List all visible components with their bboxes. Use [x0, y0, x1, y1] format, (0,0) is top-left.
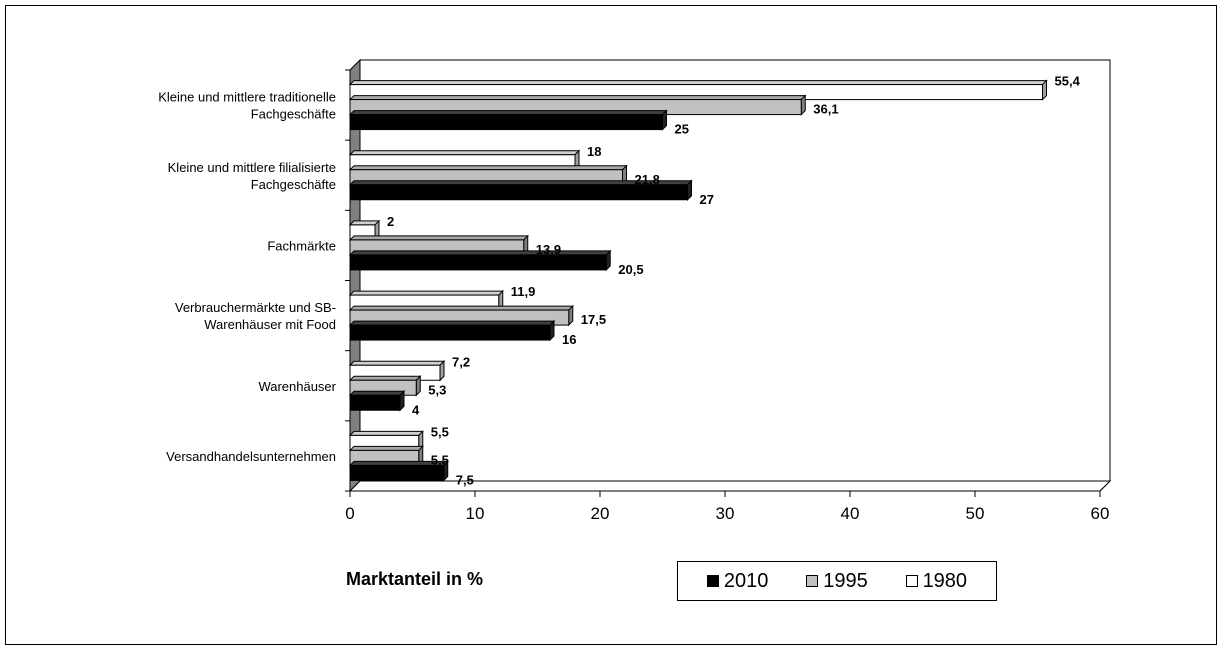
x-tick-label: 50 [966, 504, 985, 523]
bar-top-face [348, 220, 381, 226]
legend-swatch [806, 575, 819, 587]
x-tick-label: 10 [466, 504, 485, 523]
category-label: Verbrauchermärkte und SB- [175, 300, 336, 315]
bar-top-face [348, 320, 556, 326]
x-tick-label: 20 [591, 504, 610, 523]
bar-end-face [568, 304, 574, 327]
plot-walls [348, 58, 1112, 493]
bar-chart: 55,4 36,1 25 18 21,8 27 2 13,9 20,5 11,9 17,5 16 7,2… [158, 58, 1112, 523]
bar-end-face [605, 249, 611, 272]
data-label: 25 [675, 122, 689, 137]
x-tick-label: 0 [345, 504, 354, 523]
data-label: 11,9 [511, 284, 536, 299]
legend-label: 2010 [723, 569, 769, 592]
floor [348, 480, 1112, 492]
data-label: 16 [562, 332, 576, 347]
bar-end-face [800, 94, 806, 116]
category-label: Fachgeschäfte [251, 107, 336, 122]
bar-top-face [348, 445, 424, 451]
legend-swatch [905, 575, 918, 587]
category-label: Warenhäuser [258, 379, 336, 394]
x-tick-label: 40 [841, 504, 860, 523]
bar-2010 [349, 184, 688, 201]
legend-item-1995: 1995 [806, 570, 868, 593]
bar-top-face [348, 290, 504, 296]
bar-top-face [348, 150, 581, 156]
data-label: 5,5 [431, 452, 449, 467]
data-labels: 55,4 36,1 25 18 21,8 27 2 13,9 20,5 11,9 17,5 16 7,2… [387, 74, 1081, 488]
data-label: 7,2 [452, 354, 470, 369]
bar-2010 [349, 324, 551, 341]
data-label: 55,4 [1055, 74, 1081, 89]
bar-top-face [348, 80, 1048, 86]
bar-end-face [549, 319, 555, 342]
bar-top-face [348, 360, 446, 366]
bar-end-face [415, 375, 421, 397]
bar-2010 [349, 464, 445, 481]
legend-label: 1980 [922, 569, 968, 592]
legend-label: 1995 [823, 569, 868, 592]
bar-top-face [348, 375, 422, 381]
data-label: 2 [387, 214, 394, 229]
data-label: 36,1 [813, 102, 838, 117]
data-label: 5,5 [431, 424, 449, 439]
bar-top-face [348, 235, 529, 241]
back-wall [359, 59, 1111, 482]
bar-2010 [349, 254, 607, 271]
bar-top-face [348, 95, 807, 101]
bar-2010 [349, 394, 401, 411]
bar-top-face [348, 165, 628, 171]
bar-end-face [1042, 79, 1047, 101]
x-tick-labels: 0 10 20 30 40 50 60 [345, 504, 1109, 523]
x-tick-label: 30 [716, 504, 735, 523]
category-label: Fachgeschäfte [251, 177, 336, 192]
category-label: Kleine und mittlere filialisierte [168, 160, 336, 175]
legend-item-1980: 1980 [905, 569, 968, 593]
bar-2010 [349, 114, 663, 131]
x-tick-label: 60 [1091, 504, 1110, 523]
x-axis-label: Marktanteil in % [346, 569, 484, 589]
category-labels: Kleine und mittlere traditionelle Fachges… [158, 90, 336, 464]
data-label: 21,8 [635, 172, 660, 187]
category-label: Fachmärkte [267, 238, 336, 253]
bars [348, 79, 1048, 482]
bar-end-face [662, 109, 667, 131]
data-label: 27 [700, 192, 714, 207]
legend: 2010 1995 1980 [677, 561, 997, 601]
data-label: 17,5 [581, 312, 606, 327]
bar-top-face [348, 430, 424, 436]
bar-top-face [348, 250, 612, 256]
bar-end-face [687, 179, 692, 201]
data-label: 4 [412, 402, 420, 417]
bar-top-face [348, 110, 668, 116]
bar-end-face [439, 360, 445, 382]
legend-swatch [706, 575, 719, 587]
bar-end-face [399, 390, 405, 412]
data-label: 7,5 [456, 472, 474, 487]
data-label: 18 [587, 144, 601, 159]
bar-top-face [348, 305, 574, 311]
category-label: Warenhäuser mit Food [204, 317, 336, 332]
data-label: 13,9 [536, 242, 561, 257]
category-label: Kleine und mittlere traditionelle [158, 90, 336, 105]
legend-item-2010: 2010 [706, 569, 769, 593]
data-label: 20,5 [618, 262, 643, 277]
bar-top-face [348, 390, 406, 396]
category-label: Versandhandelsunternehmen [166, 449, 336, 464]
data-label: 5,3 [428, 382, 446, 397]
